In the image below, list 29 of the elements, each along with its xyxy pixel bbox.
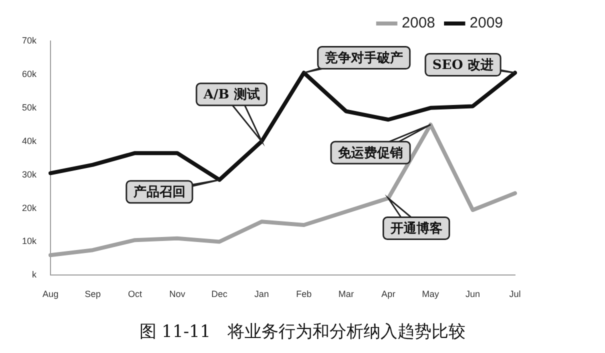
y-tick-label: 10k xyxy=(22,236,38,246)
y-tick-label: 40k xyxy=(22,136,38,146)
x-tick-label: Aug xyxy=(42,289,59,300)
x-tick-label: Jun xyxy=(466,289,480,300)
y-tick-label: 60k xyxy=(22,68,38,79)
annotation: 免运费促销 xyxy=(337,145,404,162)
legend-label: 2009 xyxy=(470,14,504,32)
x-tick-label: Feb xyxy=(296,289,312,300)
y-tick-label: 70k xyxy=(22,35,38,46)
annotation: A/B 测试 xyxy=(202,86,260,103)
x-tick-label: Oct xyxy=(128,289,142,300)
x-tick-label: Sep xyxy=(84,289,101,300)
x-tick-label: Mar xyxy=(338,289,354,300)
annotation: 开通博客 xyxy=(389,220,442,237)
legend-label: 2008 xyxy=(402,14,436,32)
annotation: SEO 改进 xyxy=(432,58,494,74)
annotation: 产品召回 xyxy=(132,184,186,200)
x-tick-label: Apr xyxy=(381,289,396,300)
y-tick-label: k xyxy=(32,270,38,280)
y-tick-label: 50k xyxy=(22,102,38,112)
x-tick-label: Jul xyxy=(509,289,521,300)
x-tick-label: Nov xyxy=(169,289,186,300)
y-tick-label: 30k xyxy=(22,169,38,180)
x-tick-label: Dec xyxy=(211,289,228,300)
caption: 图 11-11 将业务行为和分析纳入趋势比较 xyxy=(138,321,467,343)
annotation: 竞争对手破产 xyxy=(324,50,403,66)
x-tick-label: May xyxy=(422,289,440,300)
y-tick-label: 20k xyxy=(22,202,38,213)
x-tick-label: Jan xyxy=(254,289,269,300)
